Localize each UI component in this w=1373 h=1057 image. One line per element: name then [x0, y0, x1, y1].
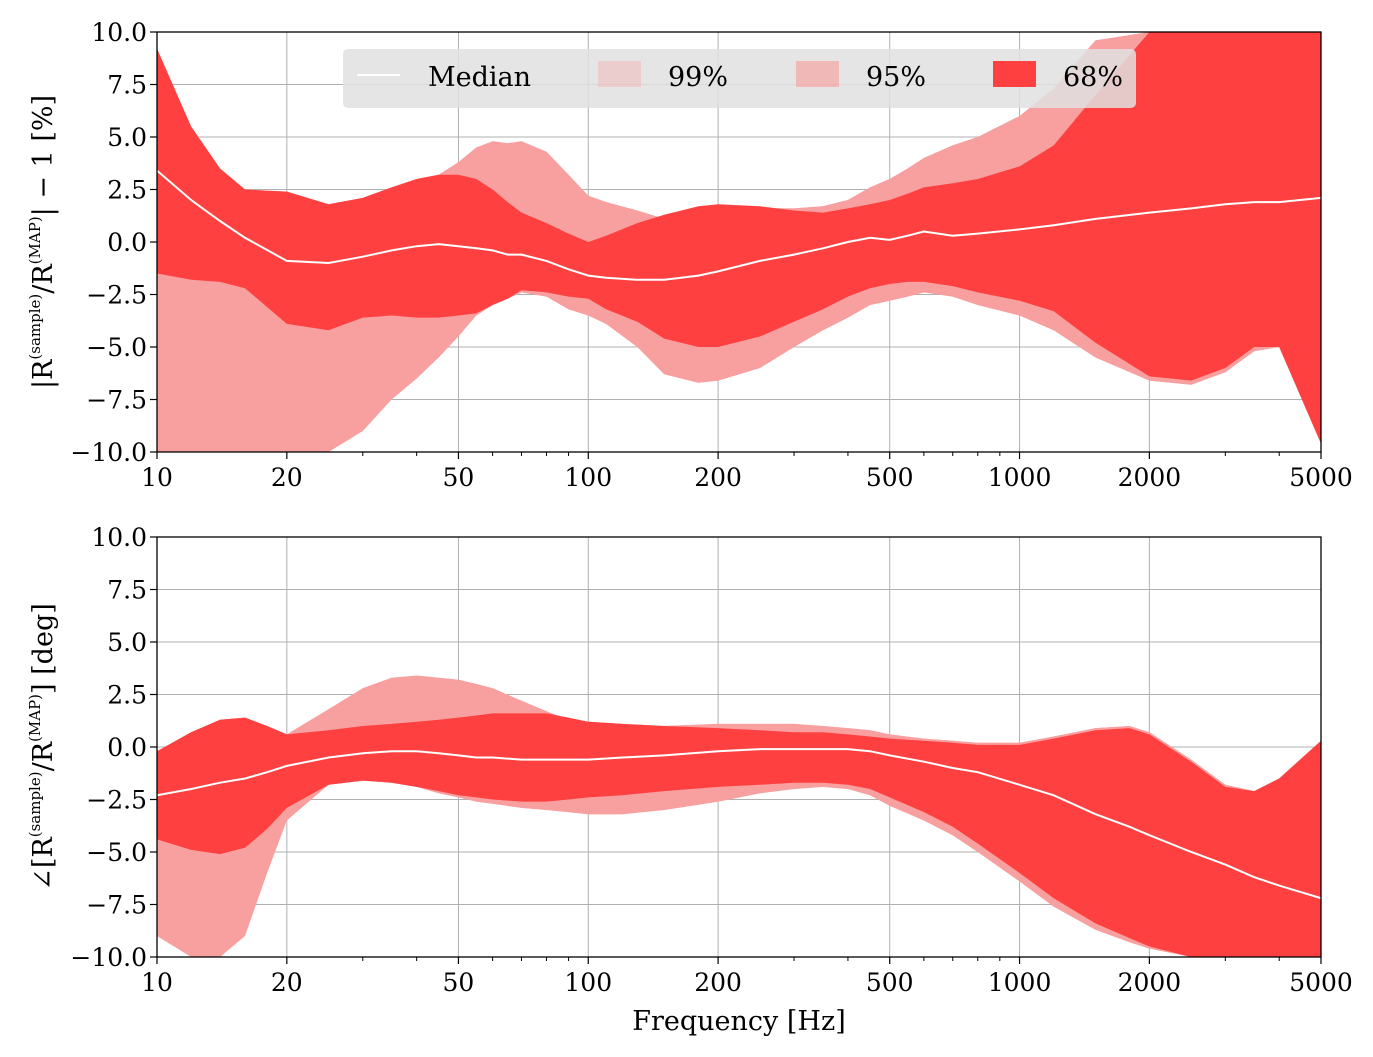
- y-tick-label: 0.0: [107, 228, 147, 257]
- legend-95-swatch: [796, 61, 839, 87]
- magnitude-panel: 10 20 50 100 200 500 1000 2000 5000 −10.0 −7.5 −5.…: [26, 18, 1353, 492]
- x-tick-label: 10: [141, 463, 173, 492]
- y-tick-label: −5.0: [86, 838, 147, 867]
- x-tick-label: 200: [694, 968, 742, 997]
- magnitude-bands: [157, 32, 1321, 452]
- y-tick-label: −7.5: [86, 891, 147, 920]
- x-axis-label: Frequency [Hz]: [632, 1006, 845, 1037]
- y-tick-label: 2.5: [107, 681, 147, 710]
- magnitude-x-ticks: 10 20 50 100 200 500 1000 2000 5000: [141, 452, 1353, 492]
- x-tick-label: 100: [564, 968, 612, 997]
- y-tick-label: 7.5: [107, 71, 147, 100]
- y-tick-label: 10.0: [91, 523, 147, 552]
- y-tick-label: 5.0: [107, 123, 147, 152]
- x-tick-label: 100: [564, 463, 612, 492]
- phase-median-line: [157, 748, 1321, 900]
- x-tick-label: 2000: [1118, 463, 1182, 492]
- legend-median-label: Median: [428, 62, 531, 93]
- y-tick-label: 0.0: [107, 733, 147, 762]
- y-tick-label: −7.5: [86, 386, 147, 415]
- x-tick-label: 50: [443, 968, 475, 997]
- y-tick-label: 7.5: [107, 576, 147, 605]
- x-tick-label: 500: [866, 463, 914, 492]
- x-tick-label: 2000: [1118, 968, 1182, 997]
- legend-99-swatch: [598, 61, 641, 87]
- magnitude-band-68: [157, 32, 1321, 444]
- phase-x-ticks: 10 20 50 100 200 500 1000 2000 5000: [141, 957, 1353, 997]
- y-tick-label: 5.0: [107, 628, 147, 657]
- magnitude-median-line: [157, 169, 1321, 281]
- x-tick-label: 1000: [988, 968, 1052, 997]
- magnitude-y-ticks: −10.0 −7.5 −5.0 −2.5 0.0 2.5 5.0 7.5 10.0: [70, 18, 157, 467]
- x-tick-label: 5000: [1289, 463, 1353, 492]
- phase-panel: 10 20 50 100 200 500 1000 2000 5000 −10.0 −7.5 −5.…: [26, 523, 1353, 1037]
- x-tick-label: 200: [694, 463, 742, 492]
- legend-68-swatch: [993, 61, 1036, 87]
- x-tick-label: 5000: [1289, 968, 1353, 997]
- x-tick-label: 10: [141, 968, 173, 997]
- y-tick-label: −2.5: [86, 281, 147, 310]
- phase-bands: [157, 675, 1321, 957]
- y-tick-label: 10.0: [91, 18, 147, 47]
- legend-box: [343, 49, 1136, 108]
- phase-y-axis-label: ∠[R(sample)/R(MAP)] [deg]: [26, 603, 59, 891]
- magnitude-y-axis-label: |R(sample)/R(MAP)| − 1 [%]: [26, 95, 59, 389]
- x-tick-label: 20: [271, 968, 303, 997]
- y-tick-label: 2.5: [107, 176, 147, 205]
- x-tick-label: 50: [443, 463, 475, 492]
- x-tick-label: 1000: [988, 463, 1052, 492]
- phase-y-ticks: −10.0 −7.5 −5.0 −2.5 0.0 2.5 5.0 7.5 10.0: [70, 523, 157, 972]
- legend-68-label: 68%: [1063, 62, 1123, 93]
- y-tick-label: −2.5: [86, 786, 147, 815]
- legend: Median 99% 95% 68%: [343, 49, 1136, 108]
- phase-band-68: [157, 713, 1321, 957]
- legend-95-label: 95%: [866, 62, 926, 93]
- x-tick-label: 500: [866, 968, 914, 997]
- y-tick-label: −10.0: [70, 943, 147, 972]
- y-tick-label: −5.0: [86, 333, 147, 362]
- x-tick-label: 20: [271, 463, 303, 492]
- y-tick-label: −10.0: [70, 438, 147, 467]
- legend-99-label: 99%: [668, 62, 728, 93]
